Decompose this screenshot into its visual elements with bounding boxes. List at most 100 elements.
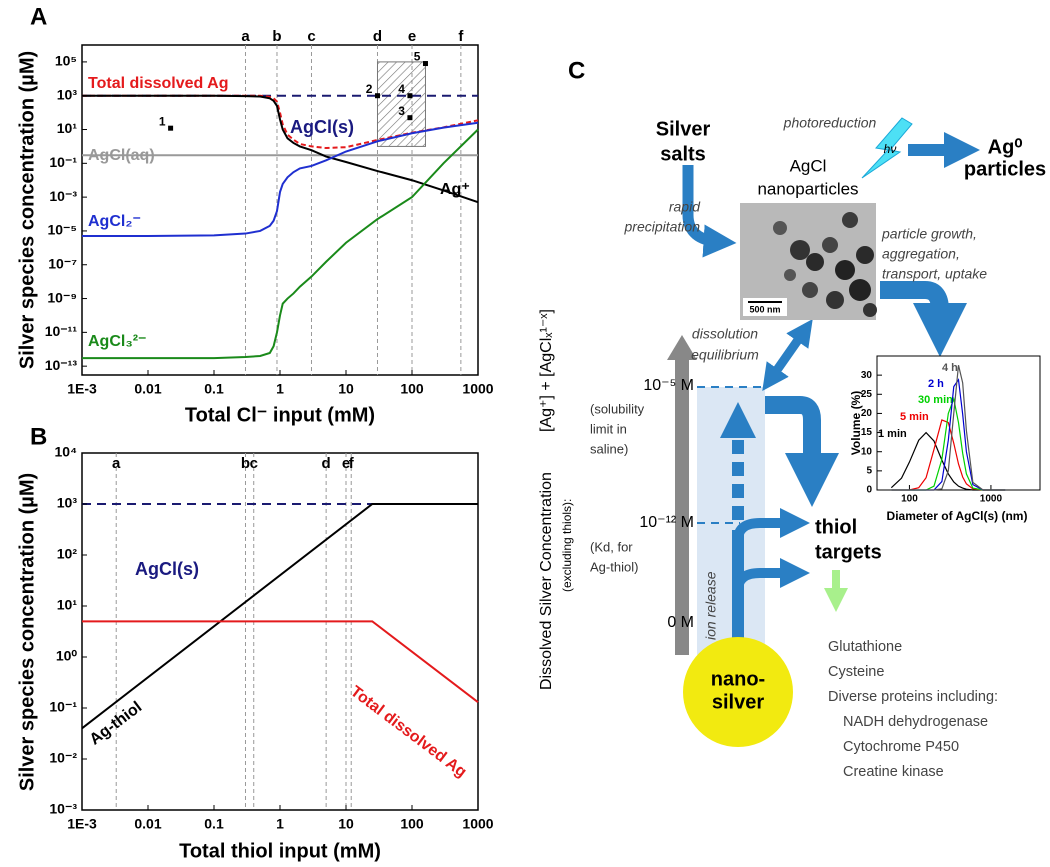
x-tick-label: 0.01 <box>134 816 161 832</box>
series-label: AgCl(aq) <box>88 147 155 164</box>
nanosilver-particle <box>683 637 793 747</box>
series-label: AgCl₃²⁻ <box>88 333 147 350</box>
series-label: AgCl₂⁻ <box>88 213 141 230</box>
point-label: 5 <box>414 50 421 64</box>
vertical-line-label: f <box>458 28 464 45</box>
level-label: 10⁻¹² M <box>639 514 694 531</box>
panel-label: C <box>568 57 585 84</box>
process-label: transport, uptake <box>882 266 987 282</box>
x-tick-label: 100 <box>400 381 424 397</box>
y-tick-label: 10¹ <box>57 120 78 136</box>
level-note: (solubility <box>590 401 645 416</box>
vertical-line-label: d <box>322 455 331 472</box>
panel-label: B <box>30 423 47 450</box>
axis-title: [Ag⁺] + [AgClₓ¹⁻ˣ] <box>538 309 555 432</box>
point-label: 2 <box>366 82 373 96</box>
series-label: Total dissolved Ag <box>88 75 228 92</box>
x-tick-label: 1E-3 <box>67 816 97 832</box>
target-item: Glutathione <box>828 639 902 655</box>
x-tick-label: 10 <box>338 381 354 397</box>
vertical-line-label: b <box>272 28 281 45</box>
x-axis-title: Diameter of AgCl(s) (nm) <box>887 509 1028 523</box>
vertical-line-label: a <box>112 455 121 472</box>
vertical-line-label: e <box>408 28 416 45</box>
x-tick-label: 1000 <box>462 381 493 397</box>
vertical-line-label: c <box>250 455 258 472</box>
plot-area <box>81 452 479 811</box>
y-tick-label: 10⁻⁵ <box>47 222 77 238</box>
y-tick-label: 10⁵ <box>55 53 77 69</box>
target-item: Creatine kinase <box>843 764 944 780</box>
y-tick-label: 10¹ <box>57 597 78 613</box>
arrow <box>880 281 967 357</box>
y-tick-label: 5 <box>866 465 872 476</box>
annotation: AgCl(s) <box>135 559 199 579</box>
x-tick-label: 10 <box>338 816 354 832</box>
x-tick-label: 1000 <box>462 816 493 832</box>
series-label: 30 min <box>918 394 953 406</box>
series-line <box>82 94 479 150</box>
series-label: 2 h <box>928 378 944 390</box>
series-line <box>891 365 1006 491</box>
x-axis-title: Total thiol input (mM) <box>179 840 381 862</box>
process-label: photoreduction <box>783 115 877 131</box>
process-label: particle growth, <box>881 226 977 242</box>
level-label: 10⁻⁵ M <box>643 377 694 394</box>
y-tick-label: 10² <box>57 546 78 562</box>
point-label: 4 <box>398 82 405 96</box>
x-tick-label: 0.1 <box>204 381 224 397</box>
light-bolt <box>861 117 913 179</box>
y-tick-label: 10³ <box>57 86 78 102</box>
arrow <box>733 558 810 591</box>
chart: a b c d e f 1E-3 0.01 0.1 1 10 100 1000 10⁵ 10³ 10¹ 10⁻¹… <box>16 3 493 426</box>
level-note: (Kd, for <box>590 539 633 554</box>
x-tick-label: 100 <box>400 816 424 832</box>
node-label: Silver <box>656 118 711 140</box>
vertical-line-label: b <box>241 455 250 472</box>
x-tick-label: 1E-3 <box>67 381 97 397</box>
point-label: 3 <box>398 104 405 118</box>
process-label: precipitation <box>624 219 701 235</box>
y-axis-title: Silver species concentration (µM) <box>16 473 38 791</box>
axis-arrow <box>667 335 697 655</box>
vertical-line-label: d <box>373 28 382 45</box>
y-tick-label: 10⁻¹ <box>49 154 77 170</box>
series-label: 5 min <box>900 411 929 423</box>
y-tick-label: 30 <box>861 370 873 381</box>
y-tick-label: 10⁻³ <box>49 188 77 204</box>
series-line <box>82 121 479 238</box>
series-line <box>82 94 479 204</box>
series-label: 4 h <box>942 362 958 374</box>
series-line <box>81 503 478 730</box>
data-point <box>407 115 413 121</box>
y-tick-label: 10⁻² <box>49 750 77 766</box>
data-point <box>374 93 380 99</box>
x-tick-label: 0.1 <box>204 816 224 832</box>
process-label: rapid <box>669 199 701 215</box>
y-tick-label: 10⁻⁷ <box>48 255 77 271</box>
y-tick-label: 10³ <box>57 495 78 511</box>
level-note: limit in <box>590 421 627 436</box>
y-tick-label: 10⁰ <box>56 648 78 664</box>
series-label: Ag⁺ <box>440 181 470 198</box>
nanosilver-label: nano- <box>711 668 765 690</box>
y-tick-label: 10 <box>861 446 873 457</box>
x-axis-title: Total Cl⁻ input (mM) <box>185 404 375 426</box>
x-tick-label: 1 <box>276 816 284 832</box>
axis-title: (excluding thiols): <box>560 499 574 592</box>
node-label: particles <box>964 158 1046 180</box>
level-note: saline) <box>590 441 628 456</box>
node-label: Ag⁰ <box>988 136 1023 158</box>
y-tick-label: 10⁴ <box>55 444 78 460</box>
node-label: nanoparticles <box>757 179 858 198</box>
vertical-line-label: a <box>241 28 250 45</box>
panel-label: A <box>30 3 47 30</box>
y-tick-label: 25 <box>861 389 873 400</box>
node-label: targets <box>815 541 882 563</box>
y-tick-label: 15 <box>861 427 873 438</box>
y-axis-title: Silver species concentration (µM) <box>16 51 38 369</box>
x-tick-label: 0.01 <box>134 381 161 397</box>
data-point <box>422 61 428 67</box>
level-label: 0 M <box>667 614 694 631</box>
